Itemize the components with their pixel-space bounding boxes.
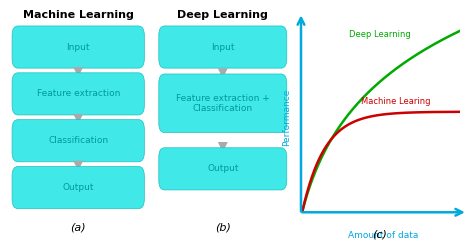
FancyBboxPatch shape [159,26,287,68]
Text: Feature extraction +
Classification: Feature extraction + Classification [176,93,270,113]
Text: Amount of data: Amount of data [348,231,419,240]
Text: (a): (a) [71,222,86,232]
Text: Performance: Performance [335,0,426,3]
Text: Classification: Classification [48,136,108,145]
Text: Deep Learning: Deep Learning [348,30,410,39]
Text: Feature extraction: Feature extraction [36,89,120,98]
Text: (b): (b) [215,222,231,232]
Text: Performance: Performance [282,88,291,146]
FancyBboxPatch shape [12,166,144,209]
Text: Output: Output [63,183,94,192]
FancyBboxPatch shape [159,148,287,190]
Text: Machine Learning: Machine Learning [23,10,134,20]
Text: Input: Input [66,42,90,51]
FancyBboxPatch shape [159,74,287,132]
Text: Output: Output [207,164,238,173]
Text: Deep Learning: Deep Learning [177,10,268,20]
Text: Machine Learing: Machine Learing [361,97,431,106]
FancyBboxPatch shape [12,120,144,162]
Text: Input: Input [211,42,235,51]
Text: (c): (c) [372,229,387,239]
FancyBboxPatch shape [12,26,144,68]
FancyBboxPatch shape [12,73,144,115]
